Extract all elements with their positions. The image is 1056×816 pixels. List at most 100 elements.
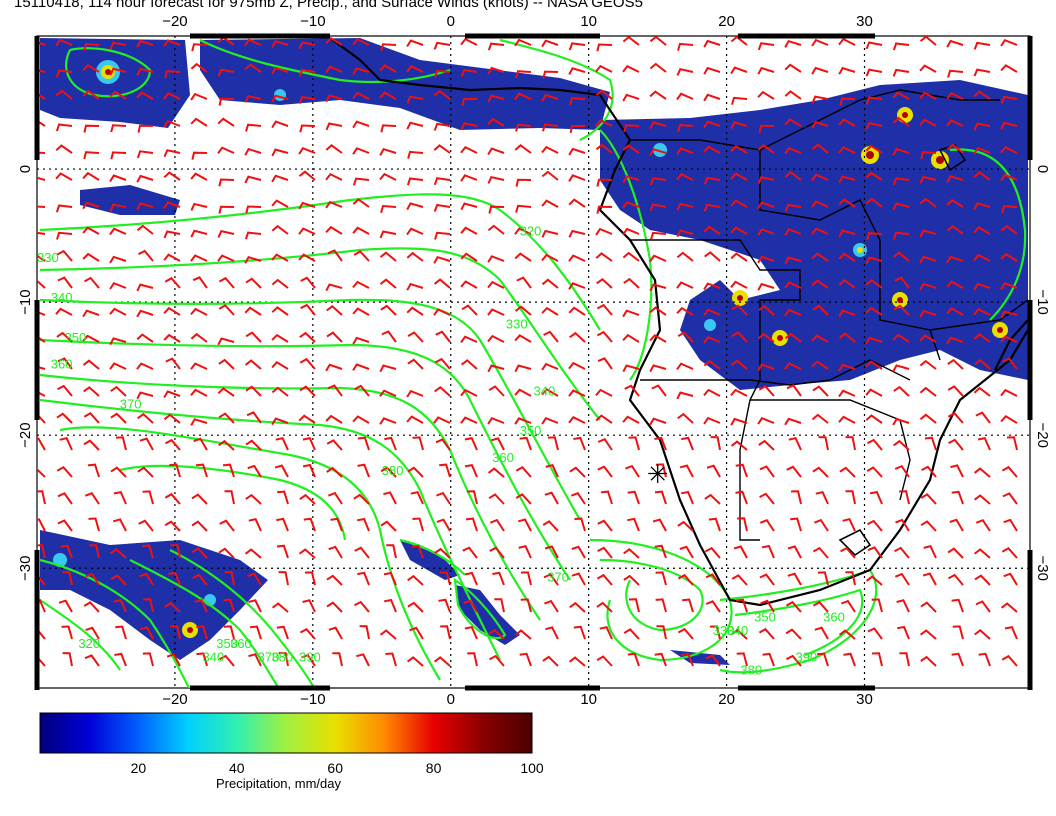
wind-barb — [494, 598, 505, 613]
wind-barb — [82, 226, 100, 235]
wind-barb — [974, 494, 991, 505]
wind-barb — [811, 120, 829, 129]
wind-barb — [488, 205, 505, 214]
wind-barb — [600, 490, 613, 505]
wind-barb — [896, 599, 910, 613]
wind-barb — [867, 627, 883, 640]
wind-barb — [1000, 64, 1018, 73]
wind-barb — [37, 119, 46, 127]
wind-barb — [920, 601, 937, 613]
wind-barb — [460, 174, 478, 182]
wind-barb — [379, 64, 397, 73]
wind-barb — [460, 145, 478, 154]
wind-barb — [164, 601, 181, 613]
edge-ticks — [34, 33, 1033, 691]
wind-barb — [596, 330, 613, 343]
wind-barb — [679, 545, 694, 559]
wind-barb — [409, 626, 424, 640]
wind-barb — [1000, 310, 1018, 319]
wind-barb — [302, 463, 316, 478]
wind-barb — [515, 123, 532, 132]
wind-barb — [892, 177, 910, 186]
wind-barb — [737, 517, 748, 532]
wind-barb — [136, 333, 154, 343]
lon-tick-label: −10 — [300, 691, 325, 708]
colorbar-label: Precipitation, mm/day — [216, 776, 341, 791]
wind-barb — [625, 464, 640, 478]
wind-barb — [58, 599, 73, 613]
wind-barb — [433, 122, 451, 131]
wind-barb — [973, 386, 991, 397]
wind-barb — [840, 546, 856, 559]
wind-barb — [681, 436, 694, 451]
wind-barb — [487, 334, 505, 343]
wind-barb — [82, 89, 100, 100]
wind-barb — [1000, 224, 1018, 235]
wind-barb — [299, 331, 316, 343]
wind-barb — [1000, 602, 1018, 613]
wind-barb — [109, 227, 127, 236]
wind-barb — [542, 70, 559, 79]
wind-barb — [59, 437, 73, 451]
wind-barb — [407, 150, 424, 159]
wind-barb — [947, 411, 964, 424]
wind-barb — [676, 172, 694, 181]
wind-barb — [460, 252, 478, 262]
wind-barb — [514, 417, 532, 425]
wind-barb — [352, 198, 370, 208]
wind-barb — [812, 385, 829, 397]
wind-barb — [596, 573, 613, 586]
wind-barb — [838, 363, 856, 372]
wind-barb — [433, 89, 451, 100]
wind-barb — [703, 308, 721, 316]
wind-barb — [109, 255, 127, 264]
wind-barb — [1000, 95, 1018, 104]
lon-tick-label: 30 — [856, 691, 873, 708]
wind-barb — [622, 415, 640, 424]
wind-barb — [300, 303, 316, 316]
wind-barb — [410, 491, 424, 505]
wind-barb — [489, 546, 505, 559]
wind-barb — [137, 466, 154, 478]
wind-barb — [271, 417, 289, 426]
wind-barb — [649, 283, 667, 292]
wind-barb — [973, 467, 991, 478]
wind-barb — [298, 414, 316, 424]
wind-barb — [787, 545, 802, 559]
wind-barb — [1000, 173, 1018, 182]
lon-tick-label: −10 — [300, 13, 325, 30]
wind-barb — [384, 436, 397, 451]
wind-barb — [893, 231, 910, 240]
contour-label: 370 — [547, 570, 569, 585]
wind-barb — [866, 232, 883, 241]
wind-barb — [491, 437, 505, 451]
wind-barb — [218, 97, 235, 106]
wind-barb — [838, 629, 856, 640]
wind-barb — [703, 120, 721, 129]
wind-barb — [705, 573, 721, 586]
wind-barb — [894, 546, 910, 559]
wind-barb — [784, 203, 802, 212]
wind-barb — [654, 490, 667, 505]
wind-barb — [730, 121, 748, 129]
wind-barb — [547, 436, 559, 451]
wind-barb — [37, 205, 46, 208]
contour-label: 340 — [534, 383, 556, 398]
wind-barb — [676, 147, 694, 156]
wind-barb — [597, 546, 613, 559]
wind-barb — [352, 67, 370, 76]
wind-barb — [385, 652, 397, 667]
wind-barb — [109, 337, 127, 346]
wind-barb — [379, 172, 397, 181]
wind-barb — [433, 144, 451, 154]
wind-barb — [812, 304, 829, 316]
wind-barb — [298, 146, 316, 155]
contour-label: 320 — [78, 636, 100, 651]
wind-barb — [919, 413, 937, 424]
wind-barb — [817, 571, 829, 586]
wind-barb — [784, 281, 802, 289]
wind-barb — [386, 544, 397, 559]
wind-barb — [784, 308, 802, 317]
wind-barb — [627, 490, 640, 505]
wind-barb — [759, 465, 775, 478]
